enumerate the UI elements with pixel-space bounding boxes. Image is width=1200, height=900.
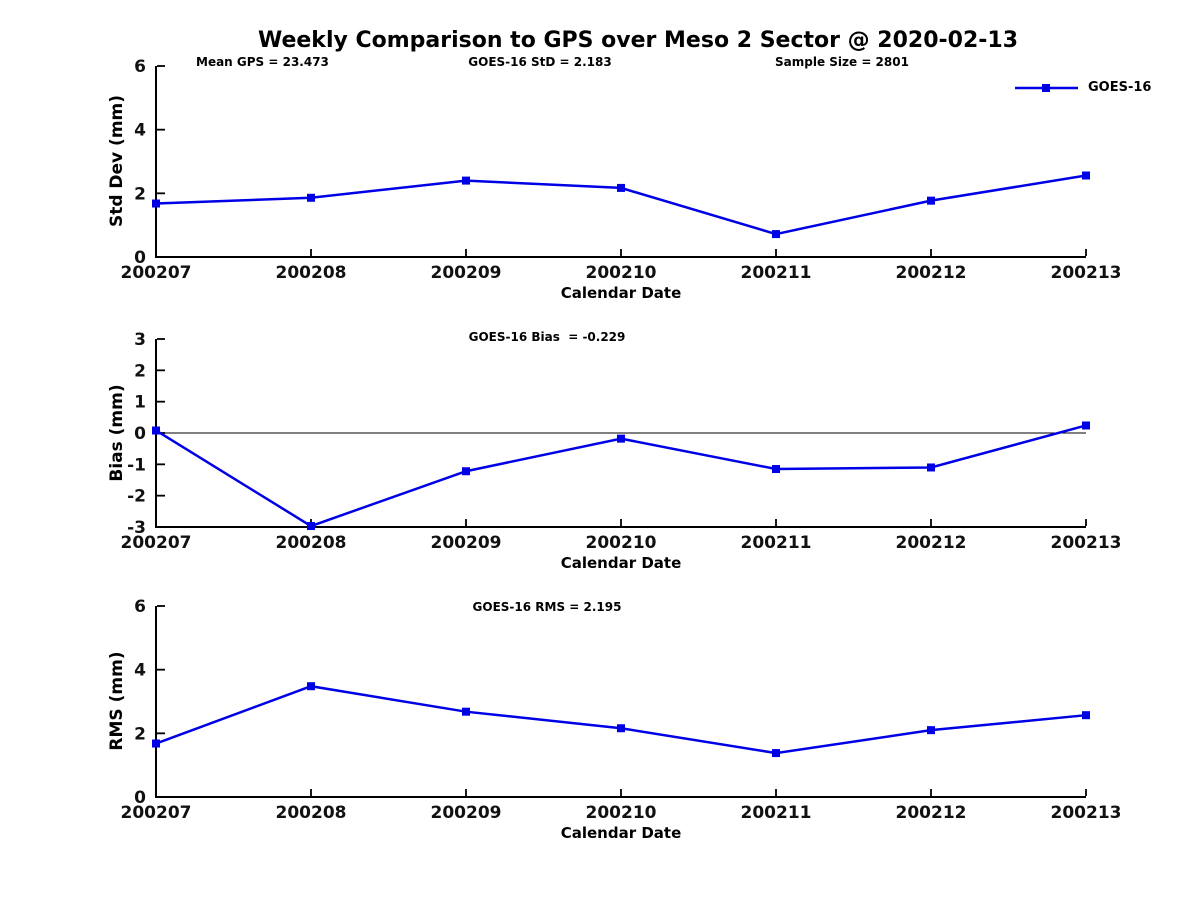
bias-chart-title: GOES-16 Bias = -0.229 — [468, 330, 626, 344]
svg-text:4: 4 — [134, 121, 146, 141]
svg-text:200209: 200209 — [431, 803, 502, 823]
svg-text:200207: 200207 — [121, 803, 192, 823]
svg-text:0: 0 — [134, 788, 146, 808]
stddev-y-axis-label: Std Dev (mm) — [107, 94, 127, 228]
svg-text:-2: -2 — [127, 487, 146, 507]
svg-text:200210: 200210 — [586, 263, 657, 283]
svg-text:200208: 200208 — [276, 533, 347, 553]
svg-text:200207: 200207 — [121, 263, 192, 283]
bias-x-axis-label: Calendar Date — [560, 554, 682, 572]
svg-text:2: 2 — [134, 724, 146, 744]
rms-chart-title: GOES-16 RMS = 2.195 — [472, 600, 622, 614]
svg-text:200213: 200213 — [1051, 263, 1122, 283]
stddev-x-axis-label: Calendar Date — [560, 284, 682, 302]
svg-text:3: 3 — [134, 330, 146, 350]
svg-text:2: 2 — [134, 361, 146, 381]
svg-text:-3: -3 — [127, 518, 146, 538]
svg-text:200210: 200210 — [586, 533, 657, 553]
svg-text:200211: 200211 — [741, 533, 812, 553]
svg-text:2: 2 — [134, 184, 146, 204]
svg-text:4: 4 — [134, 661, 146, 681]
svg-text:200207: 200207 — [121, 533, 192, 553]
svg-text:-1: -1 — [127, 455, 146, 475]
svg-text:200210: 200210 — [586, 803, 657, 823]
rms-chart: 0 2 4 6 200207 200208 200209 200210 200211 200212… — [121, 597, 1122, 823]
svg-text:200213: 200213 — [1051, 803, 1122, 823]
svg-text:200213: 200213 — [1051, 533, 1122, 553]
stat-sample-size: Sample Size = 2801 — [775, 55, 909, 69]
svg-text:200208: 200208 — [276, 263, 347, 283]
rms-x-axis-label: Calendar Date — [560, 824, 682, 842]
svg-text:6: 6 — [134, 57, 146, 77]
legend-line-marker-icon — [1015, 83, 1078, 92]
svg-text:200209: 200209 — [431, 533, 502, 553]
stat-mean-gps: Mean GPS = 23.473 — [196, 55, 329, 69]
svg-text:0: 0 — [134, 424, 146, 444]
bias-chart: -3 -2 -1 0 1 2 3 200207 200208 200209 200210 200211… — [121, 330, 1122, 553]
svg-text:200212: 200212 — [896, 803, 967, 823]
bias-y-axis-label: Bias (mm) — [107, 384, 127, 482]
legend-label: GOES-16 — [1088, 80, 1152, 95]
stddev-chart: 0 2 4 6 200207 200208 200209 200210 200211 200212… — [121, 57, 1122, 283]
svg-text:200211: 200211 — [741, 803, 812, 823]
rms-y-axis-label: RMS (mm) — [107, 651, 127, 751]
svg-text:0: 0 — [134, 248, 146, 268]
stat-goes16-std: GOES-16 StD = 2.183 — [468, 55, 612, 69]
legend: GOES-16 — [1014, 80, 1151, 95]
figure-title: Weekly Comparison to GPS over Meso 2 Sec… — [257, 28, 1019, 53]
svg-text:200211: 200211 — [741, 263, 812, 283]
svg-text:200212: 200212 — [896, 263, 967, 283]
svg-text:200208: 200208 — [276, 803, 347, 823]
svg-text:200212: 200212 — [896, 533, 967, 553]
svg-text:200209: 200209 — [431, 263, 502, 283]
svg-text:1: 1 — [134, 393, 146, 413]
svg-text:6: 6 — [134, 597, 146, 617]
